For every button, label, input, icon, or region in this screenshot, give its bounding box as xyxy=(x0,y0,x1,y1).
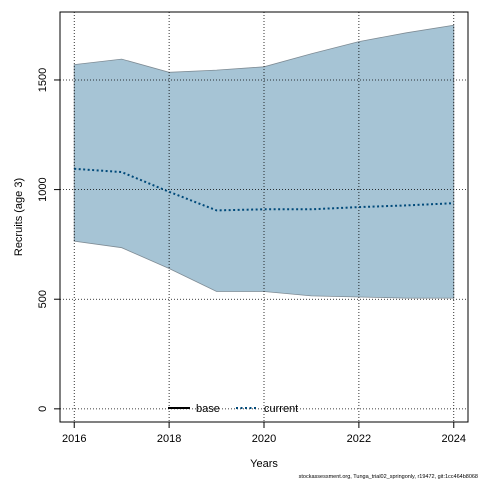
y-tick-label: 1500 xyxy=(37,68,49,92)
x-tick-label: 2024 xyxy=(442,433,466,445)
x-tick-label: 2016 xyxy=(62,433,86,445)
x-tick-label: 2022 xyxy=(347,433,371,445)
series-line-current xyxy=(74,167,454,212)
legend-label-current: current xyxy=(264,403,298,415)
x-axis-title: Years xyxy=(250,458,278,470)
legend: base current xyxy=(168,403,298,415)
y-axis-title: Recruits (age 3) xyxy=(13,178,25,256)
grid-layer xyxy=(60,12,468,422)
legend-label-base: base xyxy=(196,403,220,415)
y-tick-label: 1000 xyxy=(37,177,49,201)
x-tick-label: 2020 xyxy=(252,433,276,445)
y-tick-label: 0 xyxy=(37,406,49,412)
y-tick-label: 500 xyxy=(37,290,49,308)
footer-credit: stockassessment.org, Tunga_trial02_sprin… xyxy=(299,474,478,480)
x-tick-label: 2018 xyxy=(157,433,181,445)
axis-layer: 2016 2018 2020 2022 2024 0 500 1000 1500 xyxy=(37,11,469,445)
series-line-layer xyxy=(74,167,454,212)
